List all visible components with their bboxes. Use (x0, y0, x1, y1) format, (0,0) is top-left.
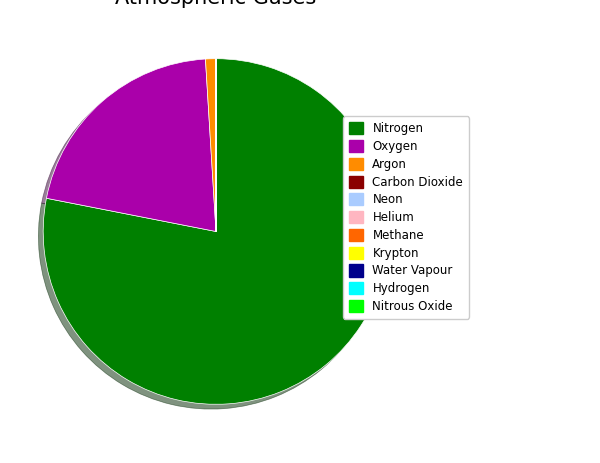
Title: Atmospheric Gases: Atmospheric Gases (115, 0, 317, 8)
Wedge shape (205, 59, 216, 232)
Legend: Nitrogen, Oxygen, Argon, Carbon Dioxide, Neon, Helium, Methane, Krypton, Water V: Nitrogen, Oxygen, Argon, Carbon Dioxide,… (343, 116, 469, 319)
Wedge shape (43, 59, 389, 404)
Wedge shape (46, 59, 216, 232)
